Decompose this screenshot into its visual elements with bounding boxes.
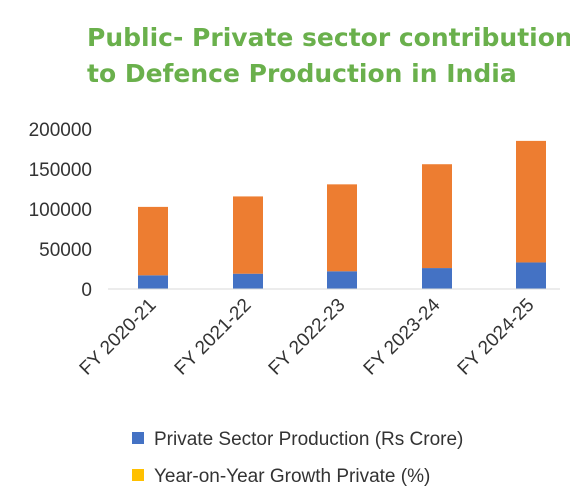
- chart-title: Public- Private sector contribution to D…: [87, 23, 570, 88]
- legend-swatch-private-sector-production: [132, 432, 144, 444]
- x-category-label-fy-2024-25: FY 2024-25: [454, 295, 539, 380]
- bar-public-fy-2020-21: [138, 206, 168, 276]
- bar-public-fy-2023-24: [422, 164, 452, 269]
- y-tick-label-100000: 100000: [29, 200, 92, 221]
- bar-private-fy-2023-24: [422, 268, 452, 289]
- bar-public-fy-2022-23: [327, 184, 357, 272]
- bar-public-fy-2024-25: [516, 140, 546, 263]
- bar-private-fy-2020-21: [138, 275, 168, 289]
- x-category-label-fy-2021-22: FY 2021-22: [171, 295, 256, 380]
- chart-title-line-1: Public- Private sector contribution: [87, 23, 570, 52]
- y-tick-label-50000: 50000: [39, 240, 92, 261]
- bar-public-fy-2021-22: [233, 196, 263, 274]
- plot-area: [138, 140, 546, 289]
- x-category-label-fy-2022-23: FY 2022-23: [265, 295, 350, 380]
- y-tick-label-200000: 200000: [29, 120, 92, 141]
- legend: Private Sector Production (Rs Crore) Yea…: [132, 429, 463, 487]
- y-axis: 0 50000 100000 150000 200000: [29, 120, 92, 301]
- bar-private-fy-2021-22: [233, 273, 263, 289]
- y-tick-label-150000: 150000: [29, 160, 92, 181]
- x-category-label-fy-2023-24: FY 2023-24: [360, 294, 445, 379]
- y-tick-label-0: 0: [81, 280, 92, 301]
- legend-label-year-on-year-growth-private: Year-on-Year Growth Private (%): [154, 466, 430, 487]
- x-category-label-fy-2020-21: FY 2020-21: [76, 295, 161, 380]
- chart-title-line-2: to Defence Production in India: [87, 59, 517, 88]
- legend-item-private-sector-production: Private Sector Production (Rs Crore): [132, 429, 463, 450]
- x-axis: FY 2020-21 FY 2021-22 FY 2022-23 FY 2023…: [76, 294, 539, 379]
- legend-label-private-sector-production: Private Sector Production (Rs Crore): [154, 429, 463, 450]
- legend-item-year-on-year-growth-private: Year-on-Year Growth Private (%): [132, 466, 430, 487]
- legend-swatch-year-on-year-growth-private: [132, 469, 144, 481]
- bar-private-fy-2022-23: [327, 271, 357, 289]
- bar-private-fy-2024-25: [516, 262, 546, 289]
